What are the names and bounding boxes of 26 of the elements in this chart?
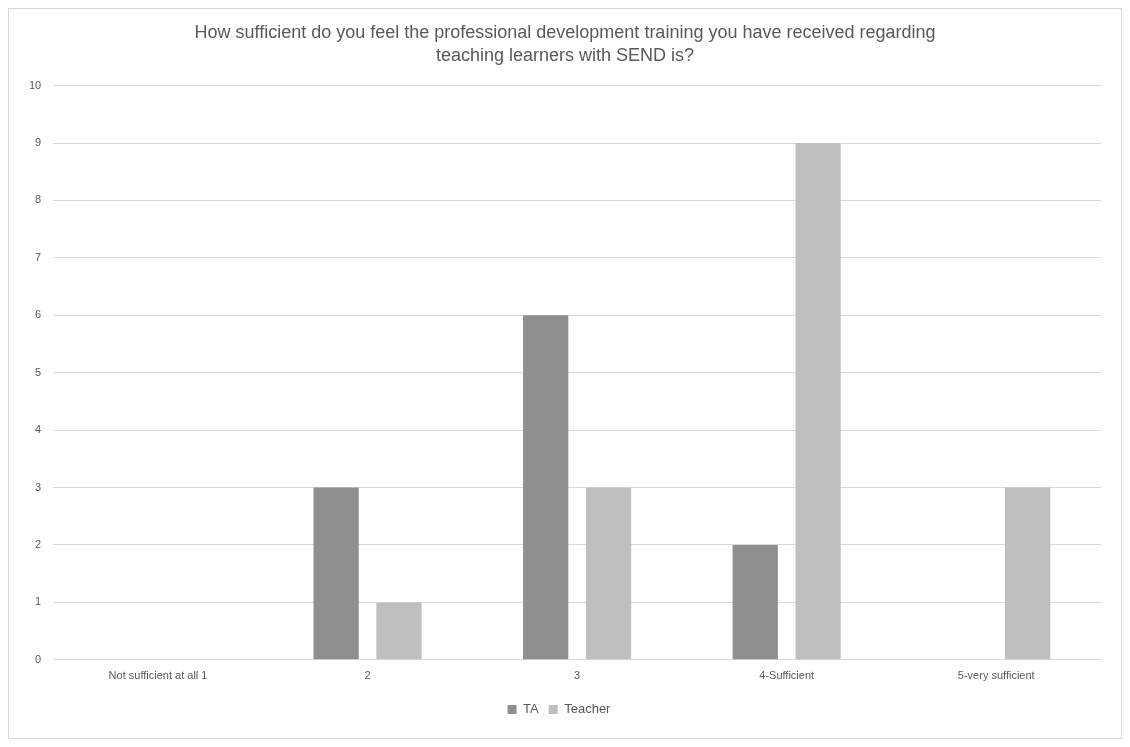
y-tick-label: 2	[35, 537, 42, 550]
y-tick-label: 3	[35, 480, 42, 493]
bar	[376, 602, 422, 660]
x-tick-label: 4-Sufficient	[759, 669, 815, 682]
bar	[795, 143, 841, 660]
y-tick-label: 6	[35, 308, 42, 321]
y-tick-label: 8	[35, 193, 42, 206]
y-tick-label: 7	[35, 250, 42, 263]
x-tick-label: Not sufficient at all 1	[108, 669, 208, 682]
x-tick-label: 3	[574, 669, 581, 682]
bar	[585, 487, 632, 660]
y-tick-label: 5	[35, 365, 42, 378]
bar	[523, 315, 569, 660]
bar	[1005, 487, 1051, 660]
bar	[732, 544, 778, 660]
legend-label: TA	[523, 701, 540, 717]
y-tick-label: 10	[28, 78, 42, 91]
y-tick-label: 1	[35, 595, 42, 608]
y-tick-label: 4	[35, 423, 42, 436]
x-tick-label: 5-very sufficient	[957, 669, 1035, 682]
chart-title: How sufficient do you feel the professional development training you have received regarding teaching learners with SEND is?	[193, 21, 937, 67]
y-tick-label: 9	[35, 136, 42, 149]
y-tick-label: 0	[35, 652, 42, 665]
x-tick-label: 2	[364, 669, 371, 682]
legend-label: Teacher	[564, 701, 612, 717]
bar	[313, 487, 359, 660]
